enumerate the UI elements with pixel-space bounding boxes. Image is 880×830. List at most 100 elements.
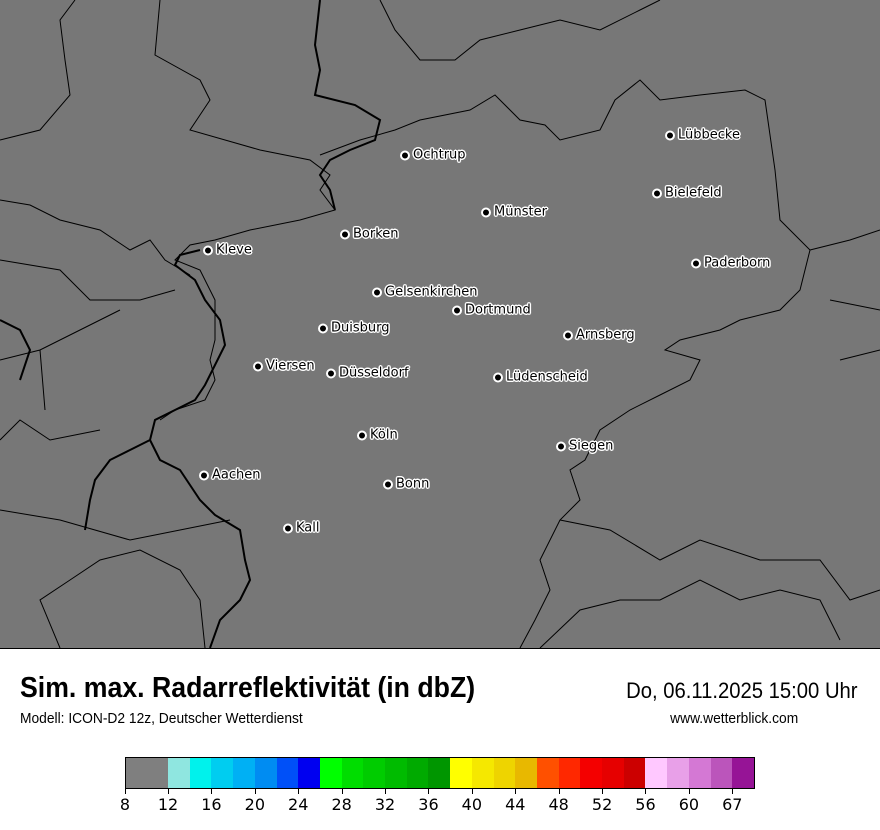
city-marker: Düsseldorf [326, 366, 409, 381]
city-marker: Dortmund [452, 303, 531, 318]
national-border [0, 0, 382, 648]
legend-color-swatch [580, 758, 603, 788]
legend-tick-label: 12 [157, 795, 179, 814]
city-marker: Paderborn [691, 256, 770, 271]
legend-color-swatch [319, 758, 342, 788]
legend-color-swatch [688, 758, 711, 788]
legend-color-swatch [428, 758, 451, 788]
radar-map[interactable]: Lübbecke Ochtrup Bielefeld Münster Borken Kle… [0, 0, 880, 649]
legend-tick-label: 20 [244, 795, 265, 814]
city-marker: Köln [357, 428, 398, 443]
legend-tick [385, 789, 387, 794]
city-dot-icon [556, 441, 566, 451]
legend-color-swatch [385, 758, 407, 788]
model-info: Modell: ICON-D2 12z, Deutscher Wetterdie… [20, 710, 303, 727]
city-label: Kall [296, 520, 320, 536]
city-dot-icon [481, 207, 491, 217]
forecast-datetime: Do, 06.11.2025 15:00 Uhr [626, 678, 858, 703]
legend-color-swatch [276, 758, 299, 788]
legend-color-swatch [667, 758, 689, 788]
legend-tick [471, 789, 473, 794]
legend-color-swatch [710, 758, 733, 788]
city-marker: Arnsberg [563, 328, 635, 343]
legend-color-swatch [298, 758, 320, 788]
city-dot-icon [652, 188, 662, 198]
legend-color-swatch [254, 758, 277, 788]
city-label: Aachen [212, 467, 261, 483]
city-marker: Duisburg [318, 321, 390, 336]
city-dot-icon [283, 523, 293, 533]
city-dot-icon [452, 305, 462, 315]
city-label: Bielefeld [665, 185, 722, 201]
city-dot-icon [400, 150, 410, 160]
city-marker: Bonn [383, 477, 429, 492]
city-dot-icon [318, 323, 328, 333]
legend-color-swatch [493, 758, 516, 788]
city-label: Borken [353, 226, 399, 242]
legend-tick-label: 44 [505, 795, 526, 814]
legend-tick-label: 52 [591, 795, 613, 814]
legend-color-swatch [189, 758, 212, 788]
legend-color-swatch [645, 758, 668, 788]
legend-tick [558, 789, 560, 794]
boundaries [0, 0, 880, 648]
city-label: Viersen [266, 358, 315, 374]
legend-tick-label: 32 [374, 795, 396, 814]
city-marker: Ochtrup [400, 148, 466, 163]
city-dot-icon [203, 245, 213, 255]
legend-color-swatch [126, 758, 168, 788]
city-label: Siegen [569, 438, 614, 454]
city-dot-icon [691, 258, 701, 268]
website-link[interactable]: www.wetterblick.com [669, 710, 798, 727]
legend-tick-label: 36 [418, 795, 439, 814]
city-label: Kleve [216, 242, 252, 258]
legend-tick [602, 789, 604, 794]
legend-color-swatch [233, 758, 255, 788]
city-label: Ochtrup [413, 147, 466, 163]
city-dot-icon [199, 470, 209, 480]
city-dot-icon [253, 361, 263, 371]
legend-color-swatch [536, 758, 559, 788]
legend-tick-label: 24 [288, 795, 309, 814]
city-label: Dortmund [465, 302, 531, 318]
legend-color-swatch [211, 758, 234, 788]
city-dot-icon [357, 430, 367, 440]
legend-tick-label: 67 [722, 795, 743, 814]
city-label: Arnsberg [576, 327, 635, 343]
legend-tick [211, 789, 213, 794]
city-marker: Aachen [199, 468, 260, 483]
legend-color-swatch [732, 758, 754, 788]
legend-tick-label: 60 [678, 795, 700, 814]
legend-tick [428, 789, 430, 794]
city-label: Paderborn [704, 255, 771, 271]
city-dot-icon [563, 330, 573, 340]
city-label: Duisburg [331, 320, 390, 336]
city-label: Lüdenscheid [506, 369, 588, 385]
city-marker: Borken [340, 227, 399, 242]
legend-ticks: 8 12 16 20 24 28 32 36 40 44 48 52 56 60 67 [120, 789, 755, 819]
city-marker: Siegen [556, 439, 613, 454]
city-marker: Münster [481, 205, 547, 220]
city-label: Münster [494, 204, 547, 220]
legend-color-swatch [558, 758, 581, 788]
city-marker: Kleve [203, 243, 252, 258]
city-label: Gelsenkirchen [385, 284, 478, 300]
legend-tick-label: 40 [461, 795, 483, 814]
city-dot-icon [340, 229, 350, 239]
city-dot-icon [372, 287, 382, 297]
city-dot-icon [326, 368, 336, 378]
city-label: Düsseldorf [339, 365, 409, 381]
legend-tick-label: 16 [201, 795, 222, 814]
map-title: Sim. max. Radarreflektivität (in dbZ) [20, 672, 476, 704]
legend-tick [515, 789, 517, 794]
city-label: Bonn [396, 476, 430, 492]
state-boundary-north [0, 0, 811, 648]
legend-tick-label: 56 [635, 795, 656, 814]
legend-tick [168, 789, 169, 794]
legend-tick [645, 789, 647, 794]
legend-color-swatch [363, 758, 386, 788]
legend-tick-label: 28 [331, 795, 352, 814]
legend-color-swatch [515, 758, 537, 788]
legend-tick [732, 789, 734, 794]
city-marker: Gelsenkirchen [372, 285, 478, 300]
